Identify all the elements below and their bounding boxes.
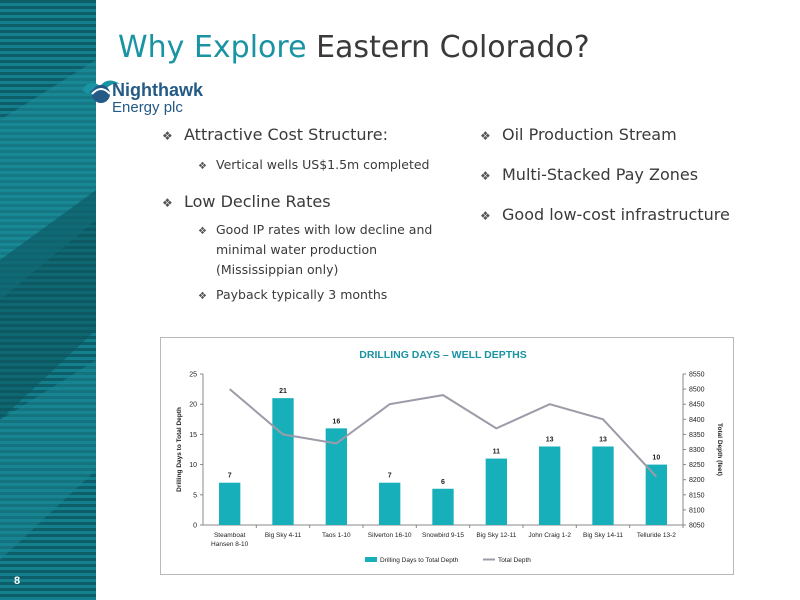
x-tick-label: Big Sky 4-11 <box>265 532 302 539</box>
bar <box>645 464 667 525</box>
bar <box>325 428 347 525</box>
bar <box>379 482 401 525</box>
title-rest: Eastern Colorado? <box>316 30 590 65</box>
y2-axis-label: Total Depth (feet) <box>716 423 723 476</box>
bullet-text: Multi-Stacked Pay Zones <box>502 165 699 184</box>
bar <box>592 446 614 525</box>
nighthawk-logo: Nighthawk Energy plc <box>80 72 210 118</box>
diamond-bullet-icon: ❖ <box>198 291 207 302</box>
bar-value-label: 11 <box>493 449 501 456</box>
x-tick-label: Taos 1-10 <box>322 532 351 539</box>
bar <box>219 482 241 525</box>
y2-tick-label: 8100 <box>689 507 705 514</box>
legend-line-label: Total Depth <box>498 557 531 564</box>
diamond-bullet-icon: ❖ <box>198 226 207 237</box>
bullet-multi-stacked: ❖ Multi-Stacked Pay Zones <box>480 165 698 184</box>
bar-value-label: 13 <box>546 436 554 443</box>
page-number: 8 <box>14 575 21 587</box>
y-tick-label: 25 <box>189 372 197 379</box>
bullet-oil-production: ❖ Oil Production Stream <box>480 125 677 144</box>
y2-tick-label: 8250 <box>689 462 705 469</box>
x-tick-label: Big Sky 14-11 <box>583 532 623 539</box>
bullet-text: Good IP rates with low decline and <box>216 222 433 237</box>
x-tick-label: Silverton 16-10 <box>368 532 412 539</box>
y2-tick-label: 8350 <box>689 432 705 439</box>
bullet-good-ip-line3: (Mississippian only) <box>216 262 339 277</box>
y2-tick-label: 8050 <box>689 523 705 530</box>
bullet-low-decline: ❖ Low Decline Rates <box>162 192 331 211</box>
bar-value-label: 10 <box>652 455 660 462</box>
chart-svg: DRILLING DAYS – WELL DEPTHS 0 5 10 15 20 25 805… <box>176 349 723 564</box>
x-tick-label: John Craig 1-2 <box>528 532 571 539</box>
x-tick-label: Big Sky 12-11 <box>476 532 516 539</box>
bar <box>485 458 507 525</box>
legend-bar-swatch <box>365 557 377 562</box>
y2-tick-label: 8400 <box>689 417 705 424</box>
bar-value-label: 21 <box>279 388 287 395</box>
bullet-text: Good low-cost infrastructure <box>502 205 730 224</box>
bar <box>272 398 294 525</box>
bullet-attractive-cost: ❖ Attractive Cost Structure: <box>162 125 388 144</box>
diamond-bullet-icon: ❖ <box>162 129 173 143</box>
bar-value-label: 7 <box>388 473 392 480</box>
y-tick-label: 5 <box>193 492 197 499</box>
x-tick-label: Hansen 8-10 <box>211 541 249 548</box>
bullet-text: Low Decline Rates <box>184 192 331 211</box>
logo-line2: Energy plc <box>112 99 183 116</box>
x-tick-label: Steamboat <box>214 532 246 539</box>
bullet-text: Attractive Cost Structure: <box>184 125 388 144</box>
page-title: Why Explore Eastern Colorado? <box>118 30 590 65</box>
logo-mark: Nighthawk Energy plc <box>82 80 204 116</box>
y-tick-label: 10 <box>189 462 197 469</box>
chart-title: DRILLING DAYS – WELL DEPTHS <box>359 349 526 361</box>
bullet-good-ip: ❖ Good IP rates with low decline and <box>198 222 432 237</box>
y-axis-label: Drilling Days to Total Depth <box>176 407 183 492</box>
x-tick-label: Snowbird 9-15 <box>422 532 464 539</box>
decorative-sidebar <box>0 0 96 600</box>
legend-bar-label: Drilling Days to Total Depth <box>380 557 459 564</box>
sidebar-pattern <box>0 0 96 600</box>
diamond-bullet-icon: ❖ <box>198 161 207 172</box>
title-highlight: Why Explore <box>118 30 307 65</box>
y2-tick-label: 8550 <box>689 372 705 379</box>
bullet-payback: ❖ Payback typically 3 months <box>198 287 387 302</box>
bullet-text: Oil Production Stream <box>502 125 677 144</box>
bullet-vertical-wells: ❖ Vertical wells US$1.5m completed <box>198 157 430 172</box>
bullet-good-ip-line2: minimal water production <box>216 242 378 257</box>
bar-value-label: 13 <box>599 436 607 443</box>
bullet-text: Vertical wells US$1.5m completed <box>216 157 430 172</box>
y-tick-label: 0 <box>193 523 197 530</box>
bullet-text: Payback typically 3 months <box>216 287 388 302</box>
y-tick-label: 15 <box>189 432 197 439</box>
bar-value-label: 7 <box>228 473 232 480</box>
bar-value-label: 16 <box>332 418 340 425</box>
drilling-chart: DRILLING DAYS – WELL DEPTHS 0 5 10 15 20 25 805… <box>160 337 734 575</box>
x-tick-label: Telluride 13-2 <box>637 532 676 539</box>
bar <box>432 488 454 525</box>
y-tick-label: 20 <box>189 402 197 409</box>
y2-tick-label: 8450 <box>689 402 705 409</box>
y2-tick-label: 8200 <box>689 477 705 484</box>
bar-value-label: 6 <box>441 479 445 486</box>
diamond-bullet-icon: ❖ <box>480 169 491 183</box>
total-depth-line <box>229 388 658 478</box>
bullet-infrastructure: ❖ Good low-cost infrastructure <box>480 205 730 224</box>
diamond-bullet-icon: ❖ <box>480 209 491 223</box>
bar <box>539 446 561 525</box>
y2-tick-label: 8150 <box>689 492 705 499</box>
diamond-bullet-icon: ❖ <box>480 129 491 143</box>
y2-tick-label: 8500 <box>689 387 705 394</box>
y2-tick-label: 8300 <box>689 447 705 454</box>
diamond-bullet-icon: ❖ <box>162 196 173 210</box>
logo-line1: Nighthawk <box>112 80 204 100</box>
